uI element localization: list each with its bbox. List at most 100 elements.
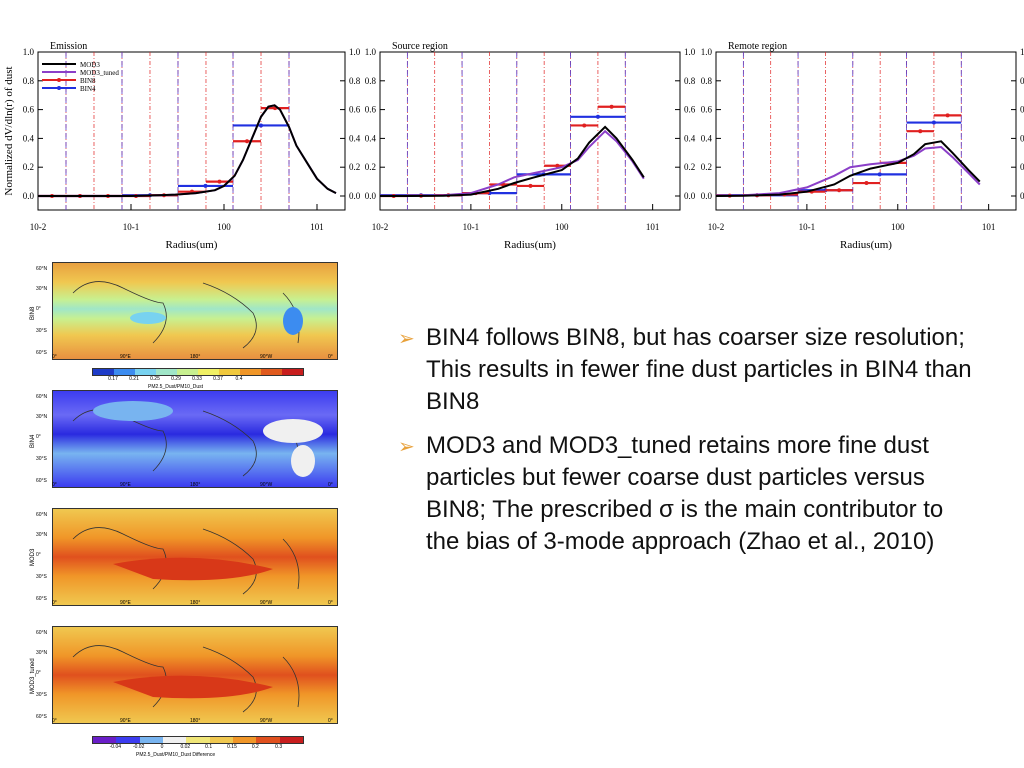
- colorbar-tick-label: 0.37: [213, 376, 223, 382]
- bin4-point: [203, 183, 208, 188]
- mod3-line: [715, 140, 981, 197]
- lon-label: 0°: [328, 718, 333, 724]
- bin8-point: [555, 163, 560, 168]
- lat-label: 60°S: [36, 596, 47, 602]
- lon-label: 0°: [52, 354, 57, 360]
- legend-label: BIN8: [80, 77, 96, 85]
- bin8-point: [918, 129, 923, 134]
- y-axis-label: Normalized dV/dln(r) of dust: [3, 66, 15, 195]
- lat-label: 30°S: [36, 328, 47, 334]
- y-tick-label: 0.0: [23, 191, 35, 201]
- x-axis-label: Radius(um): [840, 239, 892, 251]
- y-tick-label: 0.4: [1020, 133, 1024, 143]
- lat-label: 30°S: [36, 574, 47, 580]
- y-tick-label: 0.8: [701, 76, 713, 86]
- x-tick-label: 10-1: [799, 222, 816, 232]
- lon-label: 90°W: [260, 600, 273, 606]
- y-tick-label: 0.8: [365, 76, 377, 86]
- colorbar-swatch: [261, 369, 282, 375]
- y-tick-label: 0.2: [701, 162, 712, 172]
- lon-label: 90°W: [260, 354, 273, 360]
- lat-label: 60°N: [36, 512, 48, 518]
- y-tick-label: 1.0: [23, 47, 35, 57]
- colorbar-swatch: [219, 369, 240, 375]
- lat-label: 30°S: [36, 692, 47, 698]
- lat-label: 60°N: [36, 394, 48, 400]
- bin4-point: [931, 120, 936, 125]
- y-tick-label: 0.6: [701, 105, 713, 115]
- arrow-bullet-icon: ➢: [398, 436, 415, 458]
- lat-label: 30°N: [36, 650, 48, 656]
- lat-label: 30°N: [36, 532, 48, 538]
- plot-frame: [37, 51, 346, 211]
- y-tick-label: 1.0: [365, 47, 377, 57]
- lon-label: 90°E: [120, 718, 131, 724]
- colorbar-tick-label: 0.1: [205, 744, 213, 750]
- y-tick-label: 0.2: [365, 162, 376, 172]
- x-tick-label: 100: [555, 222, 569, 232]
- lon-label: 0°: [52, 718, 57, 724]
- legend-label: MOD3_tuned: [80, 69, 119, 77]
- map-block-bin4: BIN4 60°N 30°N 0° 30°S 60°S 0° 90°E 180°…: [28, 388, 338, 498]
- colorbar-swatch: [93, 369, 114, 375]
- mod3-tuned-line: [38, 104, 337, 197]
- colorbar-swatch: [279, 737, 303, 743]
- lat-label: 30°N: [36, 286, 48, 292]
- lat-label: 60°S: [36, 478, 47, 484]
- colorbar-swatch: [93, 737, 117, 743]
- x-tick-label: 101: [646, 222, 660, 232]
- colorbar-swatch: [209, 737, 233, 743]
- x-tick-label: 100: [217, 222, 231, 232]
- y-tick-label: 0.8: [684, 76, 696, 86]
- lon-label: 0°: [52, 482, 57, 488]
- bin8-point: [217, 179, 222, 184]
- colorbar-swatch: [114, 369, 135, 375]
- chart-title: Remote region: [728, 41, 787, 52]
- lon-label: 0°: [52, 600, 57, 606]
- lon-label: 90°E: [120, 482, 131, 488]
- bin8-point: [245, 139, 250, 144]
- y-tick-label: 0.4: [23, 133, 35, 143]
- colorbar-swatch: [135, 369, 156, 375]
- map-bin4: [52, 390, 338, 488]
- y-tick-label: 0.6: [349, 105, 361, 115]
- colorbar-tick-label: 0.15: [227, 744, 237, 750]
- bin4-point: [595, 114, 600, 119]
- bin8-point: [528, 183, 533, 188]
- bin4-point: [259, 123, 264, 128]
- lon-label: 0°: [328, 600, 333, 606]
- colorbar-swatch: [116, 737, 140, 743]
- coastline-overlay: [72, 527, 300, 595]
- colorbar-swatch: [232, 737, 257, 743]
- colorbar-2: [92, 736, 304, 744]
- map-mod3-tuned: [52, 626, 338, 724]
- colorbar-2-title: PM2.5_Dust/PM10_Dust Difference: [136, 752, 216, 758]
- y-tick-label: 0.2: [684, 162, 695, 172]
- map-mod3: [52, 508, 338, 606]
- y-tick-label: 0.4: [701, 133, 713, 143]
- colorbar-tick-label: 0.33: [192, 376, 202, 382]
- lat-label: 60°N: [36, 630, 48, 636]
- y-tick-label: 0.0: [1020, 191, 1024, 201]
- bullet-item: ➢ BIN4 follows BIN8, but has coarser size…: [398, 322, 973, 418]
- x-tick-label: 10-2: [30, 222, 47, 232]
- y-tick-label: 0.8: [23, 76, 35, 86]
- size-distribution-charts: Emission 0.0 0.0 0.2 0.2 0.4 0.4 0.6 0.6 0.8 0.8 1.…: [3, 41, 1024, 251]
- y-tick-label: 0.4: [349, 133, 361, 143]
- lat-label: 30°S: [36, 456, 47, 462]
- plot-frame: [715, 51, 1017, 211]
- bullet-item: ➢ MOD3 and MOD3_tuned retains more fine d…: [398, 430, 973, 558]
- y-tick-label: 0.8: [349, 76, 361, 86]
- y-tick-label: 0.2: [1020, 162, 1024, 172]
- y-tick-label: 0.8: [1020, 76, 1024, 86]
- colorbar-swatch: [198, 369, 219, 375]
- lon-label: 90°W: [260, 482, 273, 488]
- mod3-line: [380, 125, 645, 197]
- lat-label: 0°: [36, 434, 41, 440]
- lon-label: 90°E: [120, 354, 131, 360]
- mod3-line: [38, 104, 337, 197]
- lon-label: 0°: [328, 482, 333, 488]
- x-tick-label: 10-2: [708, 222, 725, 232]
- colorbar-tick-label: 0.02: [180, 744, 191, 750]
- y-tick-label: 0.0: [365, 191, 377, 201]
